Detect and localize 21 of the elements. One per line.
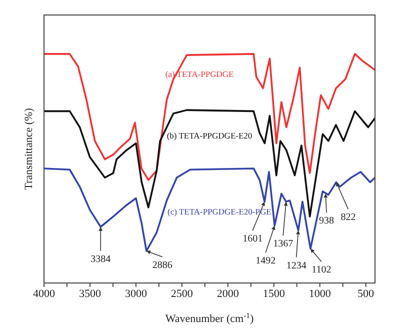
series-label: (a) TETA-PPGDGE — [165, 68, 234, 79]
x-tick-label: 2000 — [216, 288, 240, 300]
x-tick-label: 1500 — [262, 288, 286, 300]
annotation: 1102 — [312, 264, 332, 276]
annotation: 2886 — [152, 260, 172, 271]
x-tick-label: 1000 — [308, 288, 332, 300]
x-tick-label: 3500 — [78, 288, 102, 300]
y-axis-title: Transmittance (%) — [23, 108, 35, 190]
x-tick-label: 500 — [358, 288, 375, 300]
x-axis-title: Wavenumber (cm$^{-1}$) — [165, 310, 254, 325]
x-tick-label: 2500 — [170, 288, 194, 300]
x-tick-label: 4000 — [33, 288, 56, 300]
annotation: 1601 — [242, 234, 263, 245]
annotation: 822 — [340, 212, 356, 224]
annotation: 3384 — [90, 254, 111, 265]
annotation: 938 — [319, 216, 334, 227]
annotation: 1234 — [286, 260, 306, 272]
annotation: 1492 — [256, 256, 276, 267]
annotation: 1367 — [273, 238, 294, 250]
series-label: (b) TETA-PPGDGE-E20 — [166, 130, 252, 141]
x-tick-label: 3000 — [124, 288, 148, 300]
